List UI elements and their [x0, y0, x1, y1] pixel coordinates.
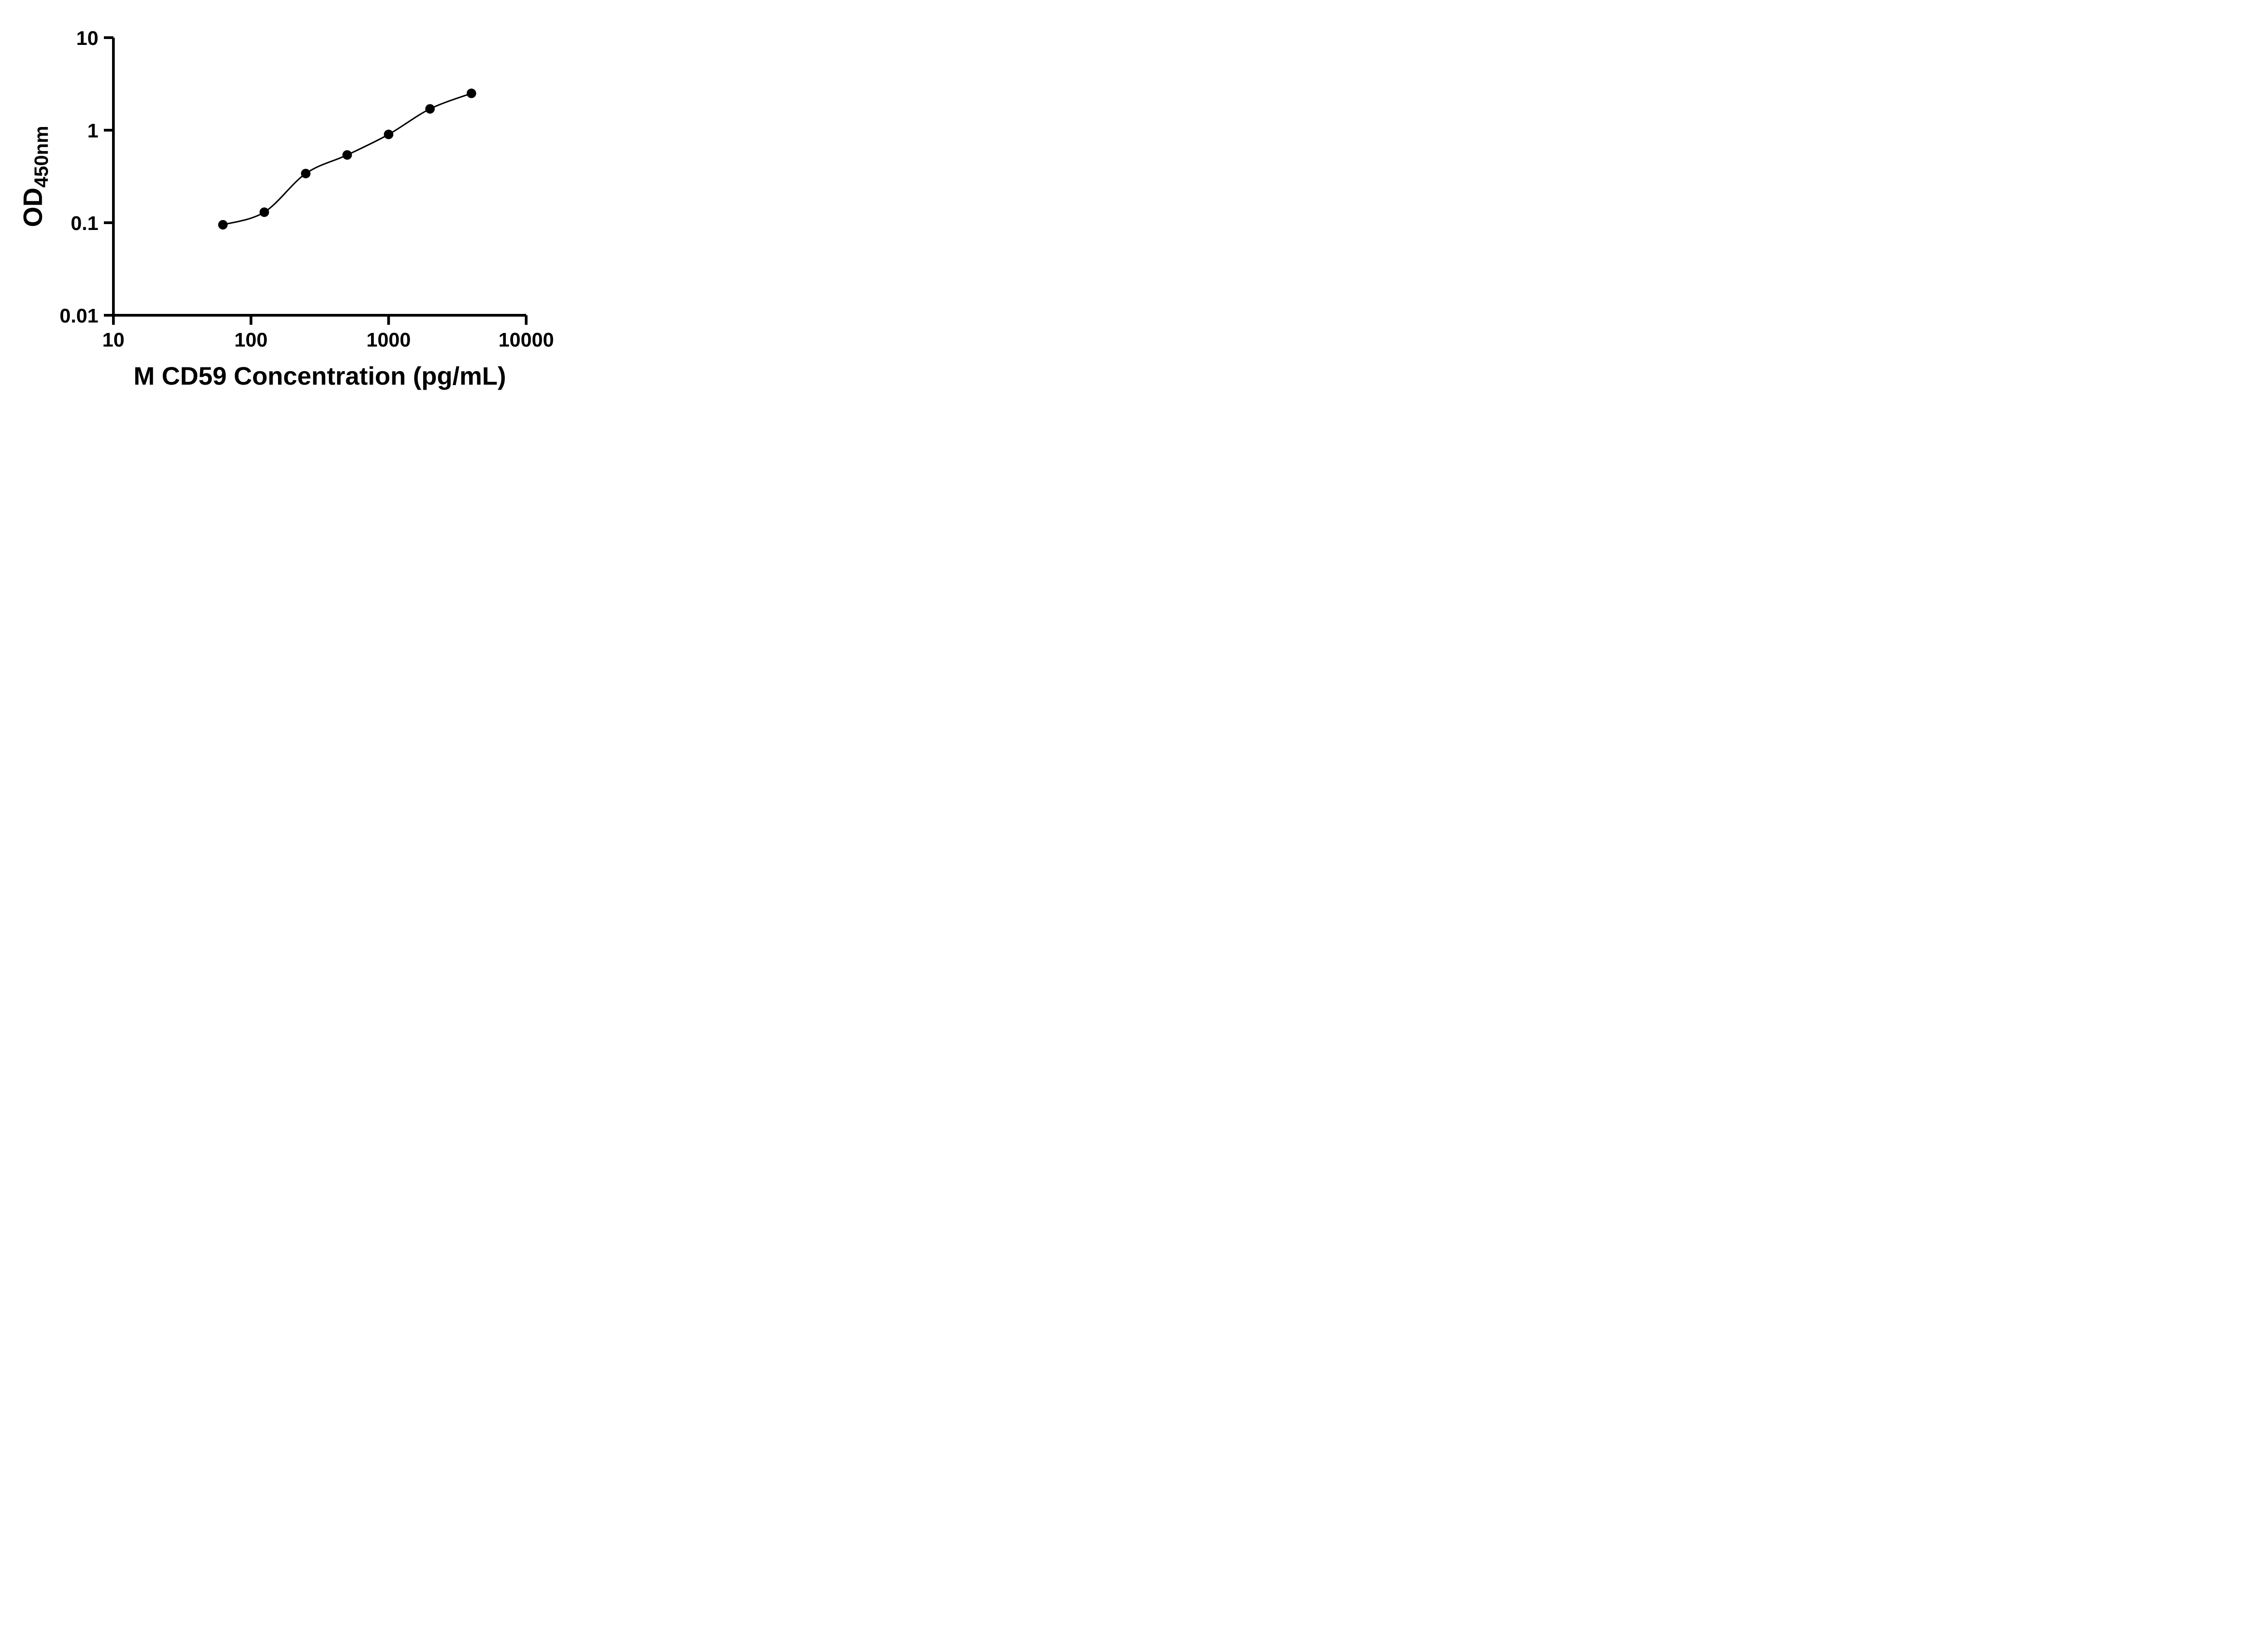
data-point — [384, 129, 394, 139]
y-axis-title: OD450nm — [18, 126, 53, 227]
x-axis-tick-label: 1000 — [367, 329, 411, 351]
data-point — [466, 88, 476, 98]
y-axis-tick-label: 10 — [76, 27, 98, 49]
y-axis-tick-label: 1 — [88, 120, 98, 142]
standard-curve-figure: 10 100 1000 10000 0.01 0.1 1 10 M CD59 Concentr… — [0, 0, 583, 408]
y-axis-tick-label: 0.1 — [71, 212, 98, 235]
chart-canvas: 10 100 1000 10000 0.01 0.1 1 10 — [59, 27, 554, 351]
data-point — [259, 207, 269, 217]
axis-spines — [112, 38, 526, 317]
x-axis-title: M CD59 Concentration (pg/mL) — [133, 362, 506, 390]
x-axis-tick-label: 100 — [235, 329, 268, 351]
data-point — [342, 150, 352, 160]
data-point — [301, 169, 311, 179]
y-axis-title-main: OD — [18, 187, 48, 227]
y-axis-title-subscript: 450nm — [30, 126, 53, 188]
x-axis-tick-label: 10000 — [499, 329, 554, 351]
data-point — [425, 104, 435, 114]
x-axis-tick-label: 10 — [103, 329, 125, 351]
data-point — [218, 220, 228, 230]
y-axis-tick-label: 0.01 — [59, 305, 98, 327]
